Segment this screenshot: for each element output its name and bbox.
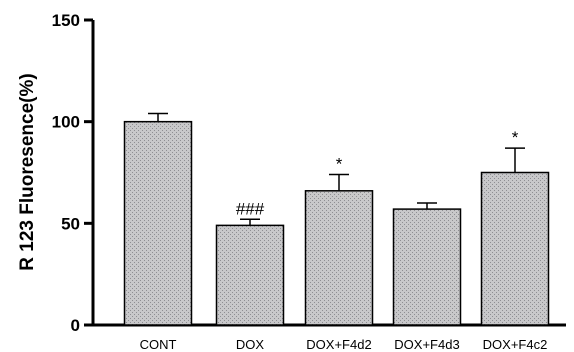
- bar: [392, 208, 462, 326]
- y-tick-label: 100: [52, 113, 80, 132]
- bar: [304, 190, 374, 326]
- y-axis-label: R 123 Fluoresence(%): [17, 73, 38, 270]
- bar: [215, 224, 285, 326]
- significance-annotation: ###: [236, 199, 265, 218]
- significance-annotation: *: [512, 128, 519, 147]
- bar: [480, 171, 550, 326]
- x-tick-label: DOX+F4d3: [394, 337, 459, 352]
- significance-annotation: *: [336, 155, 343, 174]
- y-tick-label: 50: [61, 214, 80, 233]
- x-tick-label: DOX: [236, 337, 265, 352]
- x-tick-label: CONT: [140, 337, 177, 352]
- bar: [123, 120, 193, 326]
- y-tick-label: 150: [52, 11, 80, 30]
- x-tick-label: DOX+F4d2: [306, 337, 371, 352]
- y-tick-label: 0: [71, 316, 80, 335]
- x-tick-label: DOX+F4c2: [483, 337, 548, 352]
- bars: ### * *: [123, 112, 550, 326]
- y-axis-label-group: R 123 Fluoresence(%): [17, 73, 38, 270]
- x-tick-labels: CONT DOX DOX+F4d2 DOX+F4d3 DOX+F4c2: [140, 337, 548, 352]
